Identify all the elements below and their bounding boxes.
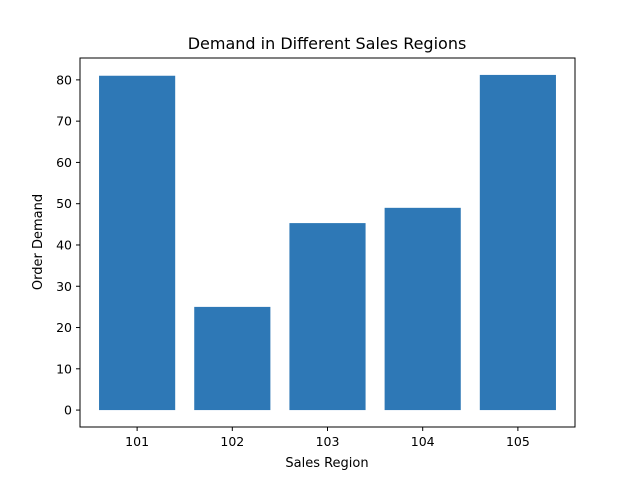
chart-title: Demand in Different Sales Regions <box>188 34 467 53</box>
x-tick-label: 105 <box>506 434 530 449</box>
y-tick-label: 70 <box>56 114 72 129</box>
x-axis-ticks: 101 102 103 104 105 <box>125 427 530 449</box>
x-axis-label: Sales Region <box>285 456 368 471</box>
y-tick-label: 60 <box>56 155 72 170</box>
x-tick-label: 101 <box>125 434 149 449</box>
y-tick-label: 40 <box>56 237 72 252</box>
x-tick-label: 102 <box>220 434 244 449</box>
y-axis-ticks: 0 10 20 30 40 50 60 70 80 <box>56 72 80 418</box>
y-axis-label: Order Demand <box>31 194 46 290</box>
bar-101 <box>99 75 176 411</box>
x-tick-label: 103 <box>316 434 340 449</box>
y-tick-label: 10 <box>56 361 72 376</box>
y-tick-label: 30 <box>56 279 72 294</box>
y-tick-label: 50 <box>56 196 72 211</box>
bars-group <box>99 74 556 411</box>
y-tick-label: 20 <box>56 320 72 335</box>
plot-frame <box>79 57 576 428</box>
x-tick-label: 104 <box>411 434 435 449</box>
y-tick-label: 80 <box>56 72 72 87</box>
bar-105 <box>479 74 556 411</box>
bar-104 <box>384 207 461 411</box>
bar-102 <box>194 306 271 411</box>
y-tick-label: 0 <box>64 403 72 418</box>
bar-103 <box>289 223 366 411</box>
